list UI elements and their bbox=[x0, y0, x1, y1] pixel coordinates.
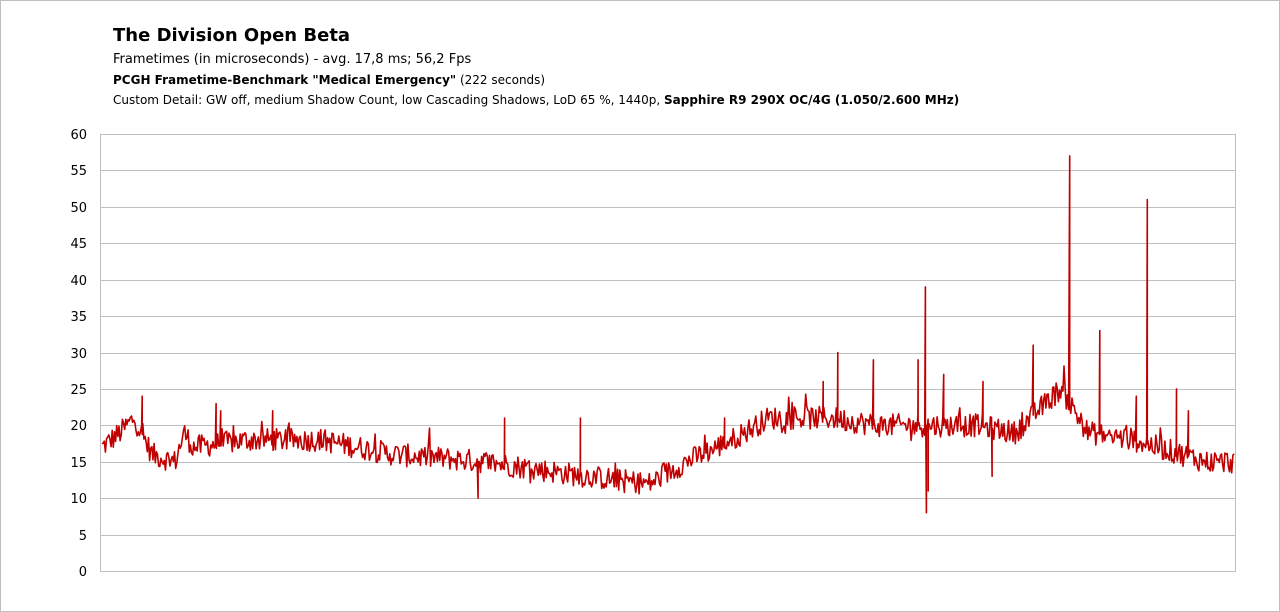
chart-subtitle-settings: Custom Detail: GW off, medium Shadow Cou… bbox=[113, 93, 959, 107]
y-tick-label-50: 50 bbox=[70, 201, 87, 216]
y-tick-label-5: 5 bbox=[79, 529, 87, 544]
y-tick-label-40: 40 bbox=[70, 274, 87, 289]
y-tick-label-0: 0 bbox=[79, 565, 87, 580]
y-tick-label-25: 25 bbox=[70, 383, 87, 398]
y-tick-label-60: 60 bbox=[70, 128, 87, 143]
settings-detail: Custom Detail: GW off, medium Shadow Cou… bbox=[113, 93, 665, 107]
chart-subtitle-frametimes: Frametimes (in microseconds) - avg. 17,8… bbox=[113, 52, 472, 67]
y-tick-label-55: 55 bbox=[70, 164, 87, 179]
y-axis: 0 5 10 15 20 25 30 35 40 45 50 55 60 bbox=[70, 128, 87, 580]
frametime-series-line bbox=[101, 155, 1235, 514]
chart-subtitle-benchmark: PCGH Frametime-Benchmark "Medical Emerge… bbox=[113, 73, 545, 87]
chart-gridlines bbox=[100, 134, 1236, 572]
gpu-name: Sapphire R9 290X OC/4G (1.050/2.600 MHz) bbox=[664, 93, 960, 107]
y-tick-label-35: 35 bbox=[70, 310, 87, 325]
benchmark-duration: (222 seconds) bbox=[456, 73, 546, 87]
plot-area bbox=[101, 155, 1235, 514]
y-tick-label-45: 45 bbox=[70, 237, 87, 252]
y-tick-label-10: 10 bbox=[70, 492, 87, 507]
chart-title: The Division Open Beta bbox=[113, 25, 351, 46]
y-tick-label-20: 20 bbox=[70, 419, 87, 434]
y-tick-label-15: 15 bbox=[70, 456, 87, 471]
y-tick-label-30: 30 bbox=[70, 347, 87, 362]
benchmark-name: PCGH Frametime-Benchmark "Medical Emerge… bbox=[113, 73, 457, 87]
